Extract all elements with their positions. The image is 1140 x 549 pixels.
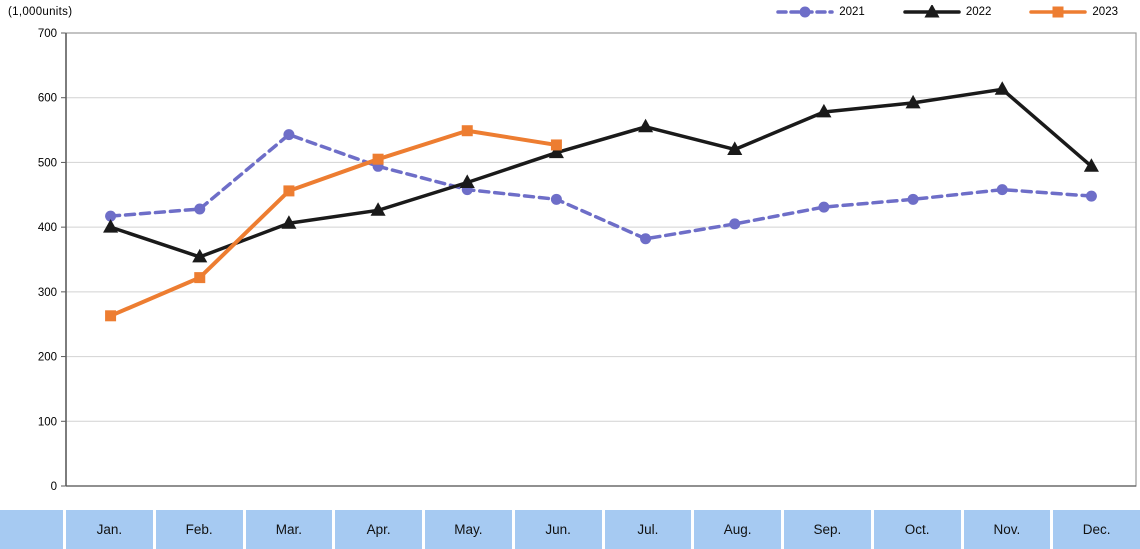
month-cell-nov: Nov.: [963, 510, 1051, 549]
table-corner-cell: [0, 510, 63, 549]
month-header-row: Jan. Feb. Mar. Apr. May. Jun. Jul. Aug. …: [0, 510, 1140, 549]
month-cell-jun: Jun.: [514, 510, 602, 549]
svg-text:700: 700: [38, 28, 57, 40]
month-cell-oct: Oct.: [873, 510, 961, 549]
legend-item-2023: 2023: [1029, 5, 1118, 19]
legend-label-2022: 2022: [965, 6, 992, 18]
svg-text:0: 0: [51, 481, 57, 493]
month-cell-apr: Apr.: [335, 510, 422, 549]
month-cell-aug: Aug.: [694, 510, 781, 549]
chart-legend: 2021 2022 2023: [776, 5, 1118, 19]
month-cell-dec: Dec.: [1053, 510, 1140, 549]
legend-label-2023: 2023: [1092, 6, 1118, 18]
month-cell-may: May.: [425, 510, 512, 549]
legend-label-2021: 2021: [839, 6, 865, 18]
svg-text:500: 500: [38, 157, 57, 169]
legend-swatch-2023-icon: [1029, 6, 1088, 18]
line-chart-plot: 0 100 200 300 400 500 600 700: [38, 28, 1137, 493]
month-cell-sep: Sep.: [784, 510, 871, 549]
month-cell-jul: Jul.: [604, 510, 692, 549]
month-cell-jan: Jan.: [66, 510, 153, 549]
svg-text:400: 400: [38, 222, 57, 234]
svg-text:100: 100: [38, 416, 57, 428]
legend-item-2021: 2021: [776, 5, 865, 19]
legend-swatch-2021-icon: [776, 6, 834, 18]
month-cell-mar: Mar.: [245, 510, 333, 549]
y-axis-unit-label: (1,000units): [8, 6, 73, 18]
svg-text:200: 200: [38, 352, 57, 364]
month-cell-feb: Feb.: [155, 510, 243, 549]
legend-item-2022: 2022: [903, 5, 992, 19]
svg-text:300: 300: [38, 287, 57, 299]
svg-text:600: 600: [38, 93, 57, 105]
legend-swatch-2022-icon: [903, 5, 961, 18]
